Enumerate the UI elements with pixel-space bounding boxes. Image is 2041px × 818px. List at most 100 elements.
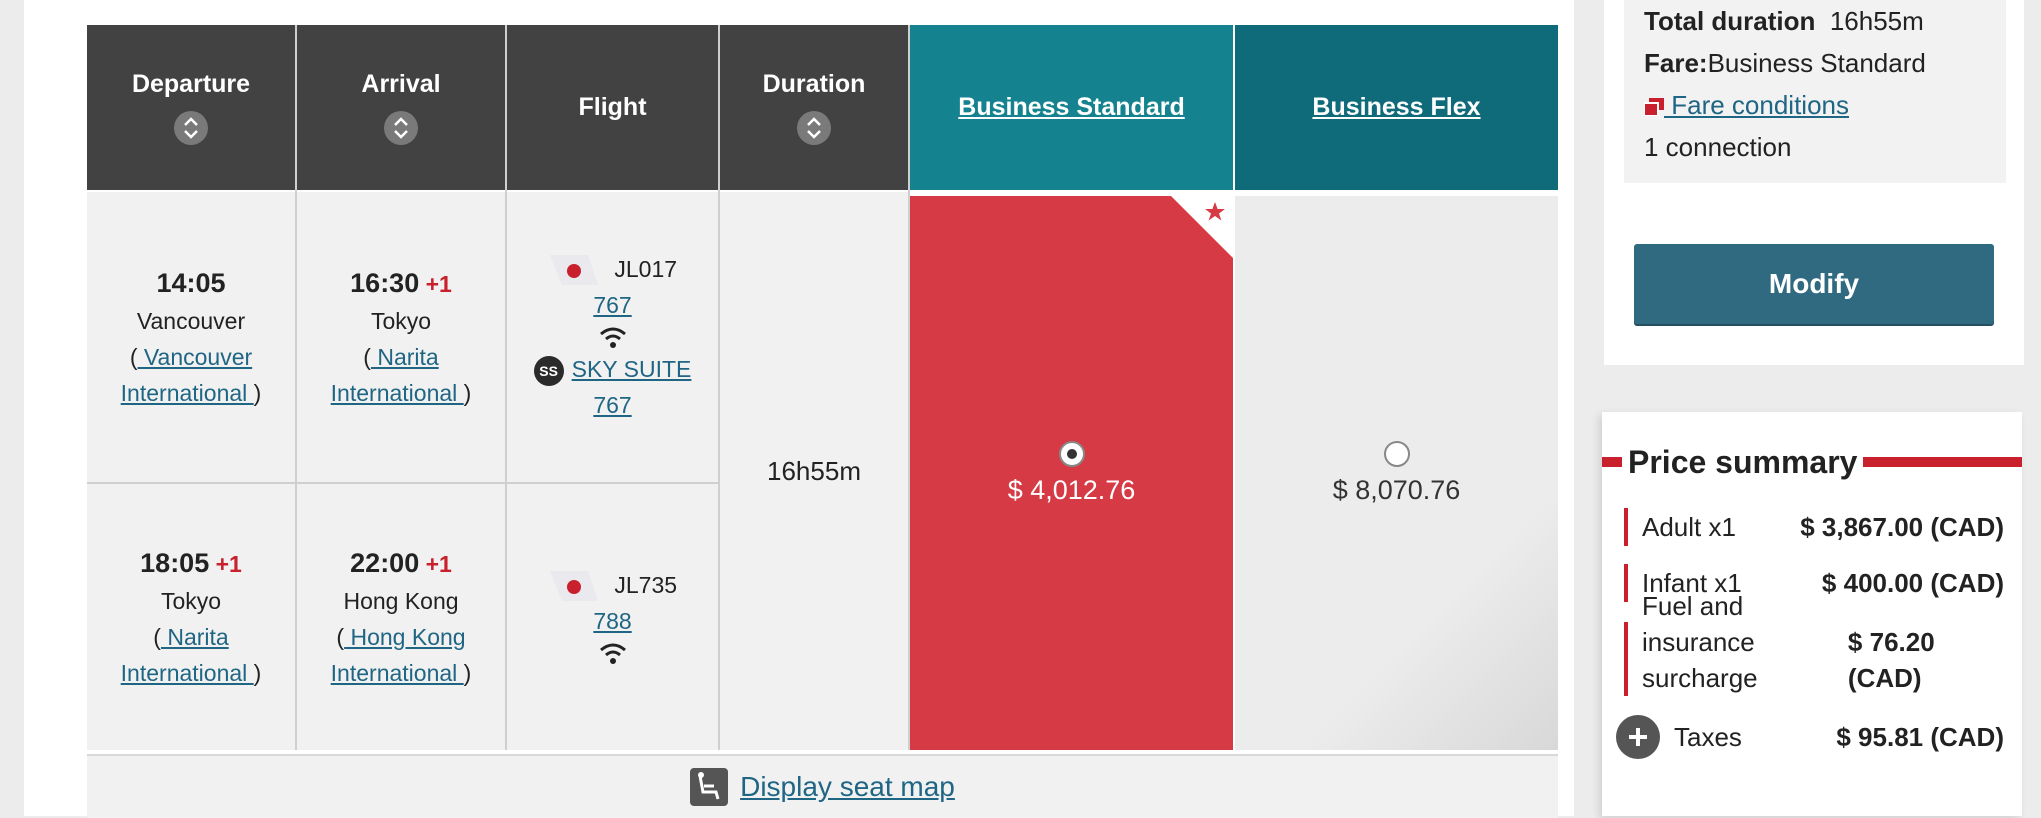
plus-circle-icon[interactable] bbox=[1616, 715, 1660, 759]
fare-business-flex[interactable]: $ 8,070.76 bbox=[1235, 196, 1558, 750]
arrival-airport-link[interactable]: International bbox=[330, 380, 464, 406]
seat-product-row: SS SKY SUITE bbox=[533, 351, 692, 387]
arrival-time: 22:00 bbox=[350, 548, 420, 578]
price-summary-header: Price summary bbox=[1602, 440, 2022, 484]
header-business-standard: Business Standard bbox=[910, 25, 1233, 190]
departure-airport-link[interactable]: Narita bbox=[160, 624, 229, 650]
departure-airport: ( Vancouver bbox=[129, 344, 253, 370]
departure-airport-line2: International ) bbox=[120, 380, 262, 406]
arrival-airport-line2: International ) bbox=[330, 380, 472, 406]
header-business-flex: Business Flex bbox=[1235, 25, 1558, 190]
price-label-line: Fuel and insurance bbox=[1642, 591, 1755, 657]
segment-1-arrival: 16:30 +1 Tokyo ( Narita International ) bbox=[297, 192, 505, 482]
flight-selection-panel: Departure Arrival Flight Duration Busine… bbox=[24, 0, 1574, 818]
fare-row: Fare:Business Standard bbox=[1644, 42, 2006, 84]
sort-icon[interactable] bbox=[174, 111, 208, 145]
header-duration[interactable]: Duration bbox=[720, 25, 908, 190]
departure-airport-link[interactable]: International bbox=[120, 660, 254, 686]
radio-icon[interactable] bbox=[1058, 440, 1085, 467]
header-arrival-label: Arrival bbox=[361, 70, 441, 98]
price-summary-card: Price summary Adult x1 $ 3,867.00 (CAD) … bbox=[1602, 412, 2022, 816]
segment-2-departure: 18:05 +1 Tokyo ( Narita International ) bbox=[87, 484, 295, 750]
header-departure[interactable]: Departure bbox=[87, 25, 295, 190]
day-offset: +1 bbox=[425, 551, 452, 577]
price-label-line: surcharge bbox=[1642, 663, 1758, 693]
total-duration: 16h55m bbox=[767, 456, 861, 486]
price-label: Infant x1 bbox=[1642, 567, 1742, 598]
day-offset: +1 bbox=[425, 271, 452, 297]
flight-table: Departure Arrival Flight Duration Busine… bbox=[87, 25, 1558, 818]
price-amount: $ 3,867.00 (CAD) bbox=[1800, 511, 2004, 542]
arrival-airport-line2: International ) bbox=[330, 660, 472, 686]
title-accent-bar bbox=[1863, 457, 2022, 467]
seat-icon bbox=[690, 768, 729, 806]
departure-time: 14:05 bbox=[156, 268, 226, 298]
document-icon bbox=[1643, 98, 1664, 118]
header-arrival[interactable]: Arrival bbox=[297, 25, 505, 190]
header-flight: Flight bbox=[507, 25, 718, 190]
departure-city: Vancouver bbox=[136, 308, 246, 334]
departure-airport-line2: International ) bbox=[120, 660, 262, 686]
arrival-city: Tokyo bbox=[370, 308, 432, 334]
jal-tail-logo-icon bbox=[549, 571, 598, 602]
arrival-time-row: 22:00 +1 bbox=[350, 543, 452, 583]
flight-number: JL735 bbox=[614, 571, 678, 598]
radio-icon[interactable] bbox=[1383, 440, 1410, 467]
arrival-airport-link[interactable]: Narita bbox=[370, 344, 439, 370]
fare-conditions-row: Fare conditions bbox=[1643, 84, 2006, 126]
flight-number: JL017 bbox=[614, 255, 678, 282]
modify-button[interactable]: Modify bbox=[1634, 244, 1994, 324]
display-seat-map-link[interactable]: Display seat map bbox=[740, 771, 955, 802]
price-row-adult: Adult x1 $ 3,867.00 (CAD) bbox=[1624, 508, 2004, 546]
price-amount: $ 76.20 (CAD) bbox=[1847, 627, 1935, 693]
segment-2-flight: JL735 788 bbox=[507, 484, 718, 750]
business-flex-link[interactable]: Business Flex bbox=[1312, 93, 1481, 121]
flight-number-row: JL735 bbox=[548, 567, 677, 604]
fare-price: $ 4,012.76 bbox=[1007, 474, 1136, 505]
price-row-taxes: Taxes $ 95.81 (CAD) bbox=[1616, 712, 2004, 762]
header-duration-label: Duration bbox=[762, 70, 866, 98]
arrival-city: Hong Kong bbox=[343, 588, 459, 614]
price-row-fuel-surcharge: Fuel and insurance surcharge $ 76.20 (CA… bbox=[1624, 591, 2004, 696]
price-amount: $ 400.00 (CAD) bbox=[1821, 567, 2004, 598]
column-divider bbox=[718, 25, 720, 750]
business-standard-link[interactable]: Business Standard bbox=[958, 93, 1185, 121]
aircraft-link[interactable]: 767 bbox=[593, 292, 632, 319]
sort-icon[interactable] bbox=[384, 111, 418, 145]
arrival-time: 16:30 bbox=[350, 268, 420, 298]
departure-time-row: 18:05 +1 bbox=[140, 543, 242, 583]
segment-1-flight: JL017 767 SS SKY SUITE 767 bbox=[507, 192, 718, 482]
departure-time: 18:05 bbox=[140, 548, 210, 578]
arrival-airport: ( Narita bbox=[363, 344, 439, 370]
fare-value: Business Standard bbox=[1707, 48, 1926, 78]
row-divider bbox=[87, 482, 718, 484]
fare-business-standard[interactable]: $ 4,012.76 bbox=[910, 196, 1233, 750]
seat-product-link[interactable]: SKY SUITE bbox=[571, 356, 692, 383]
price-row-infant: Infant x1 $ 400.00 (CAD) bbox=[1624, 564, 2004, 602]
total-duration-cell: 16h55m bbox=[720, 192, 908, 750]
taxes-amount: $ 95.81 (CAD) bbox=[1836, 721, 2004, 752]
fare-conditions-link[interactable]: Fare conditions bbox=[1664, 90, 1849, 120]
connections: 1 connection bbox=[1644, 132, 1792, 162]
segment-2-arrival: 22:00 +1 Hong Kong ( Hong Kong Internati… bbox=[297, 484, 505, 750]
fare-label: Fare: bbox=[1644, 48, 1708, 78]
sort-icon[interactable] bbox=[797, 111, 831, 145]
price-label: Adult x1 bbox=[1642, 511, 1736, 542]
jal-tail-logo-icon bbox=[549, 255, 598, 286]
column-divider bbox=[505, 25, 507, 750]
aircraft-link[interactable]: 788 bbox=[593, 608, 632, 635]
departure-airport-link[interactable]: Vancouver bbox=[137, 344, 253, 370]
header-flight-label: Flight bbox=[578, 93, 647, 121]
wifi-icon bbox=[599, 327, 626, 349]
arrival-airport-link[interactable]: Hong Kong bbox=[344, 624, 466, 650]
arrival-airport-link[interactable]: International bbox=[330, 660, 464, 686]
sky-suite-badge-icon: SS bbox=[533, 356, 564, 387]
column-divider bbox=[908, 25, 910, 750]
arrival-airport: ( Hong Kong bbox=[336, 624, 466, 650]
segment-1-departure: 14:05 Vancouver ( Vancouver Internationa… bbox=[87, 192, 295, 482]
flight-number-row: JL017 bbox=[548, 251, 677, 288]
seat-aircraft-link[interactable]: 767 bbox=[593, 392, 632, 419]
total-duration-row: Total duration 16h55m bbox=[1644, 0, 2006, 42]
departure-airport-link[interactable]: International bbox=[120, 380, 254, 406]
price-label: Fuel and insurance surcharge bbox=[1642, 588, 1848, 696]
